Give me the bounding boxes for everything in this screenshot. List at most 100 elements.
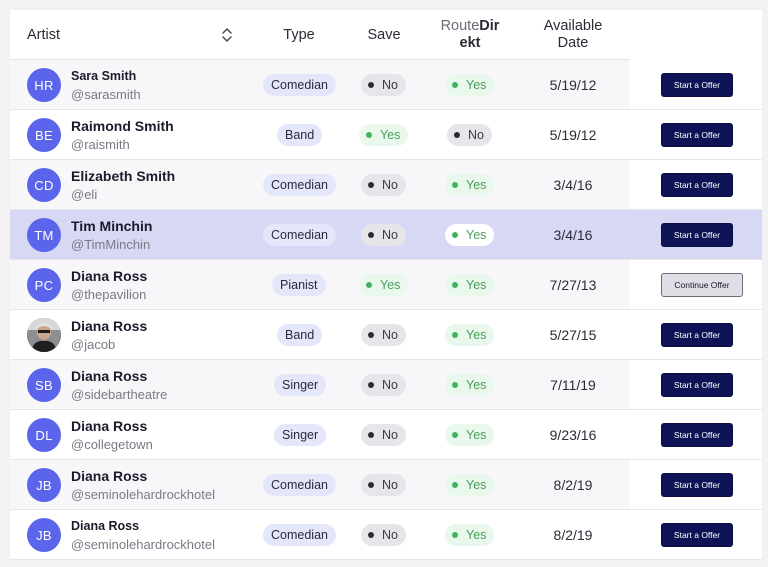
- save-status-badge[interactable]: No: [361, 374, 406, 396]
- table-row[interactable]: JB Diana Ross @seminolehardrockhotel Com…: [10, 460, 762, 510]
- start-offer-button[interactable]: Start a Offer: [661, 123, 733, 147]
- header-route-part-a: Route: [440, 18, 480, 34]
- table-row[interactable]: CD Elizabeth Smith @eli Comedian No Yes …: [10, 160, 762, 210]
- artist-handle: @sarasmith: [71, 87, 141, 102]
- table-row[interactable]: JB Diana Ross @seminolehardrockhotel Com…: [10, 510, 762, 560]
- artist-handle: @sidebartheatre: [71, 387, 168, 402]
- start-offer-button[interactable]: Start a Offer: [661, 523, 733, 547]
- route-status-badge[interactable]: Yes: [445, 474, 495, 496]
- status-dot-icon: [452, 482, 458, 488]
- route-status-badge[interactable]: Yes: [445, 174, 495, 196]
- artist-handle: @raismith: [71, 137, 130, 152]
- status-dot-icon: [452, 182, 458, 188]
- route-status-badge[interactable]: Yes: [445, 324, 495, 346]
- start-offer-button[interactable]: Start a Offer: [661, 473, 733, 497]
- save-status-badge[interactable]: Yes: [359, 124, 409, 146]
- type-badge: Comedian: [263, 74, 336, 96]
- available-date: 8/2/19: [553, 527, 593, 543]
- artist-name[interactable]: Diana Ross: [71, 318, 148, 334]
- avatar: CD: [27, 168, 61, 202]
- start-offer-button[interactable]: Start a Offer: [661, 73, 733, 97]
- route-status-badge[interactable]: Yes: [445, 74, 495, 96]
- continue-offer-button[interactable]: Continue Offer: [661, 273, 743, 297]
- start-offer-button[interactable]: Start a Offer: [661, 223, 733, 247]
- header-route-part-c: ekt: [459, 35, 481, 51]
- avatar: JB: [27, 468, 61, 502]
- avatar: DL: [27, 418, 61, 452]
- save-status-badge[interactable]: No: [361, 474, 406, 496]
- artist-name[interactable]: Sara Smith: [71, 69, 137, 83]
- available-date: 3/4/16: [553, 227, 593, 243]
- artist-name[interactable]: Diana Ross: [71, 368, 148, 384]
- status-dot-icon: [368, 532, 374, 538]
- status-dot-icon: [452, 282, 458, 288]
- status-dot-icon: [368, 382, 374, 388]
- table-row[interactable]: TM Tim Minchin @TimMinchin Comedian No Y…: [10, 210, 762, 260]
- header-type: Type: [283, 26, 315, 43]
- save-status-badge[interactable]: No: [361, 424, 406, 446]
- status-dot-icon: [366, 282, 372, 288]
- start-offer-button[interactable]: Start a Offer: [661, 323, 733, 347]
- save-status-badge[interactable]: No: [361, 524, 406, 546]
- start-offer-button[interactable]: Start a Offer: [661, 373, 733, 397]
- header-route-direkt: RouteDir ekt: [430, 10, 510, 60]
- status-dot-icon: [452, 232, 458, 238]
- save-status-badge[interactable]: No: [361, 174, 406, 196]
- header-artist[interactable]: Artist: [27, 26, 61, 43]
- status-dot-icon: [368, 332, 374, 338]
- status-dot-icon: [368, 82, 374, 88]
- header-save: Save: [367, 26, 401, 43]
- table-row[interactable]: SB Diana Ross @sidebartheatre Singer No …: [10, 360, 762, 410]
- status-dot-icon: [452, 332, 458, 338]
- save-status-badge[interactable]: No: [361, 224, 406, 246]
- artist-handle: @seminolehardrockhotel: [71, 487, 215, 502]
- table-header: Artist Type Save RouteDir ekt Available …: [10, 10, 762, 60]
- type-badge: Comedian: [263, 174, 336, 196]
- avatar: TM: [27, 218, 61, 252]
- header-route-part-b: Dir: [479, 18, 500, 34]
- available-date: 7/27/13: [549, 277, 597, 293]
- artist-name[interactable]: Elizabeth Smith: [71, 168, 176, 184]
- artist-name[interactable]: Diana Ross: [71, 519, 140, 533]
- type-badge: Comedian: [263, 524, 336, 546]
- artist-name[interactable]: Diana Ross: [71, 468, 148, 484]
- route-status-badge[interactable]: No: [447, 124, 492, 146]
- available-date: 5/27/15: [549, 327, 597, 343]
- artist-name[interactable]: Diana Ross: [71, 268, 148, 284]
- table-row[interactable]: Diana Ross @jacob Band No Yes 5/27/15 St…: [10, 310, 762, 360]
- route-status-badge[interactable]: Yes: [445, 274, 495, 296]
- route-status-badge[interactable]: Yes: [445, 424, 495, 446]
- save-status-badge[interactable]: Yes: [359, 274, 409, 296]
- table-row[interactable]: PC Diana Ross @thepavilion Pianist Yes Y…: [10, 260, 762, 310]
- table-row[interactable]: HR Sara Smith @sarasmith Comedian No Yes…: [10, 60, 762, 110]
- artist-table: Artist Type Save RouteDir ekt Available …: [10, 10, 762, 560]
- artist-handle: @collegetown: [71, 437, 153, 452]
- avatar: JB: [27, 518, 61, 552]
- type-badge: Pianist: [272, 274, 326, 296]
- route-status-badge[interactable]: Yes: [445, 224, 495, 246]
- status-dot-icon: [454, 132, 460, 138]
- avatar: SB: [27, 368, 61, 402]
- route-status-badge[interactable]: Yes: [445, 524, 495, 546]
- type-badge: Comedian: [263, 224, 336, 246]
- available-date: 3/4/16: [553, 177, 593, 193]
- route-status-badge[interactable]: Yes: [445, 374, 495, 396]
- table-row[interactable]: DL Diana Ross @collegetown Singer No Yes…: [10, 410, 762, 460]
- start-offer-button[interactable]: Start a Offer: [661, 423, 733, 447]
- status-dot-icon: [452, 82, 458, 88]
- avatar: HR: [27, 68, 61, 102]
- artist-handle: @TimMinchin: [71, 237, 151, 252]
- sort-updown-icon[interactable]: [220, 26, 234, 44]
- table-row[interactable]: BE Raimond Smith @raismith Band Yes No 5…: [10, 110, 762, 160]
- artist-handle: @jacob: [71, 337, 116, 352]
- type-badge: Singer: [274, 424, 327, 446]
- status-dot-icon: [366, 132, 372, 138]
- type-badge: Band: [277, 324, 323, 346]
- status-dot-icon: [452, 382, 458, 388]
- save-status-badge[interactable]: No: [361, 324, 406, 346]
- artist-name[interactable]: Diana Ross: [71, 418, 148, 434]
- artist-name[interactable]: Tim Minchin: [71, 218, 153, 234]
- start-offer-button[interactable]: Start a Offer: [661, 173, 733, 197]
- save-status-badge[interactable]: No: [361, 74, 406, 96]
- artist-name[interactable]: Raimond Smith: [71, 118, 174, 134]
